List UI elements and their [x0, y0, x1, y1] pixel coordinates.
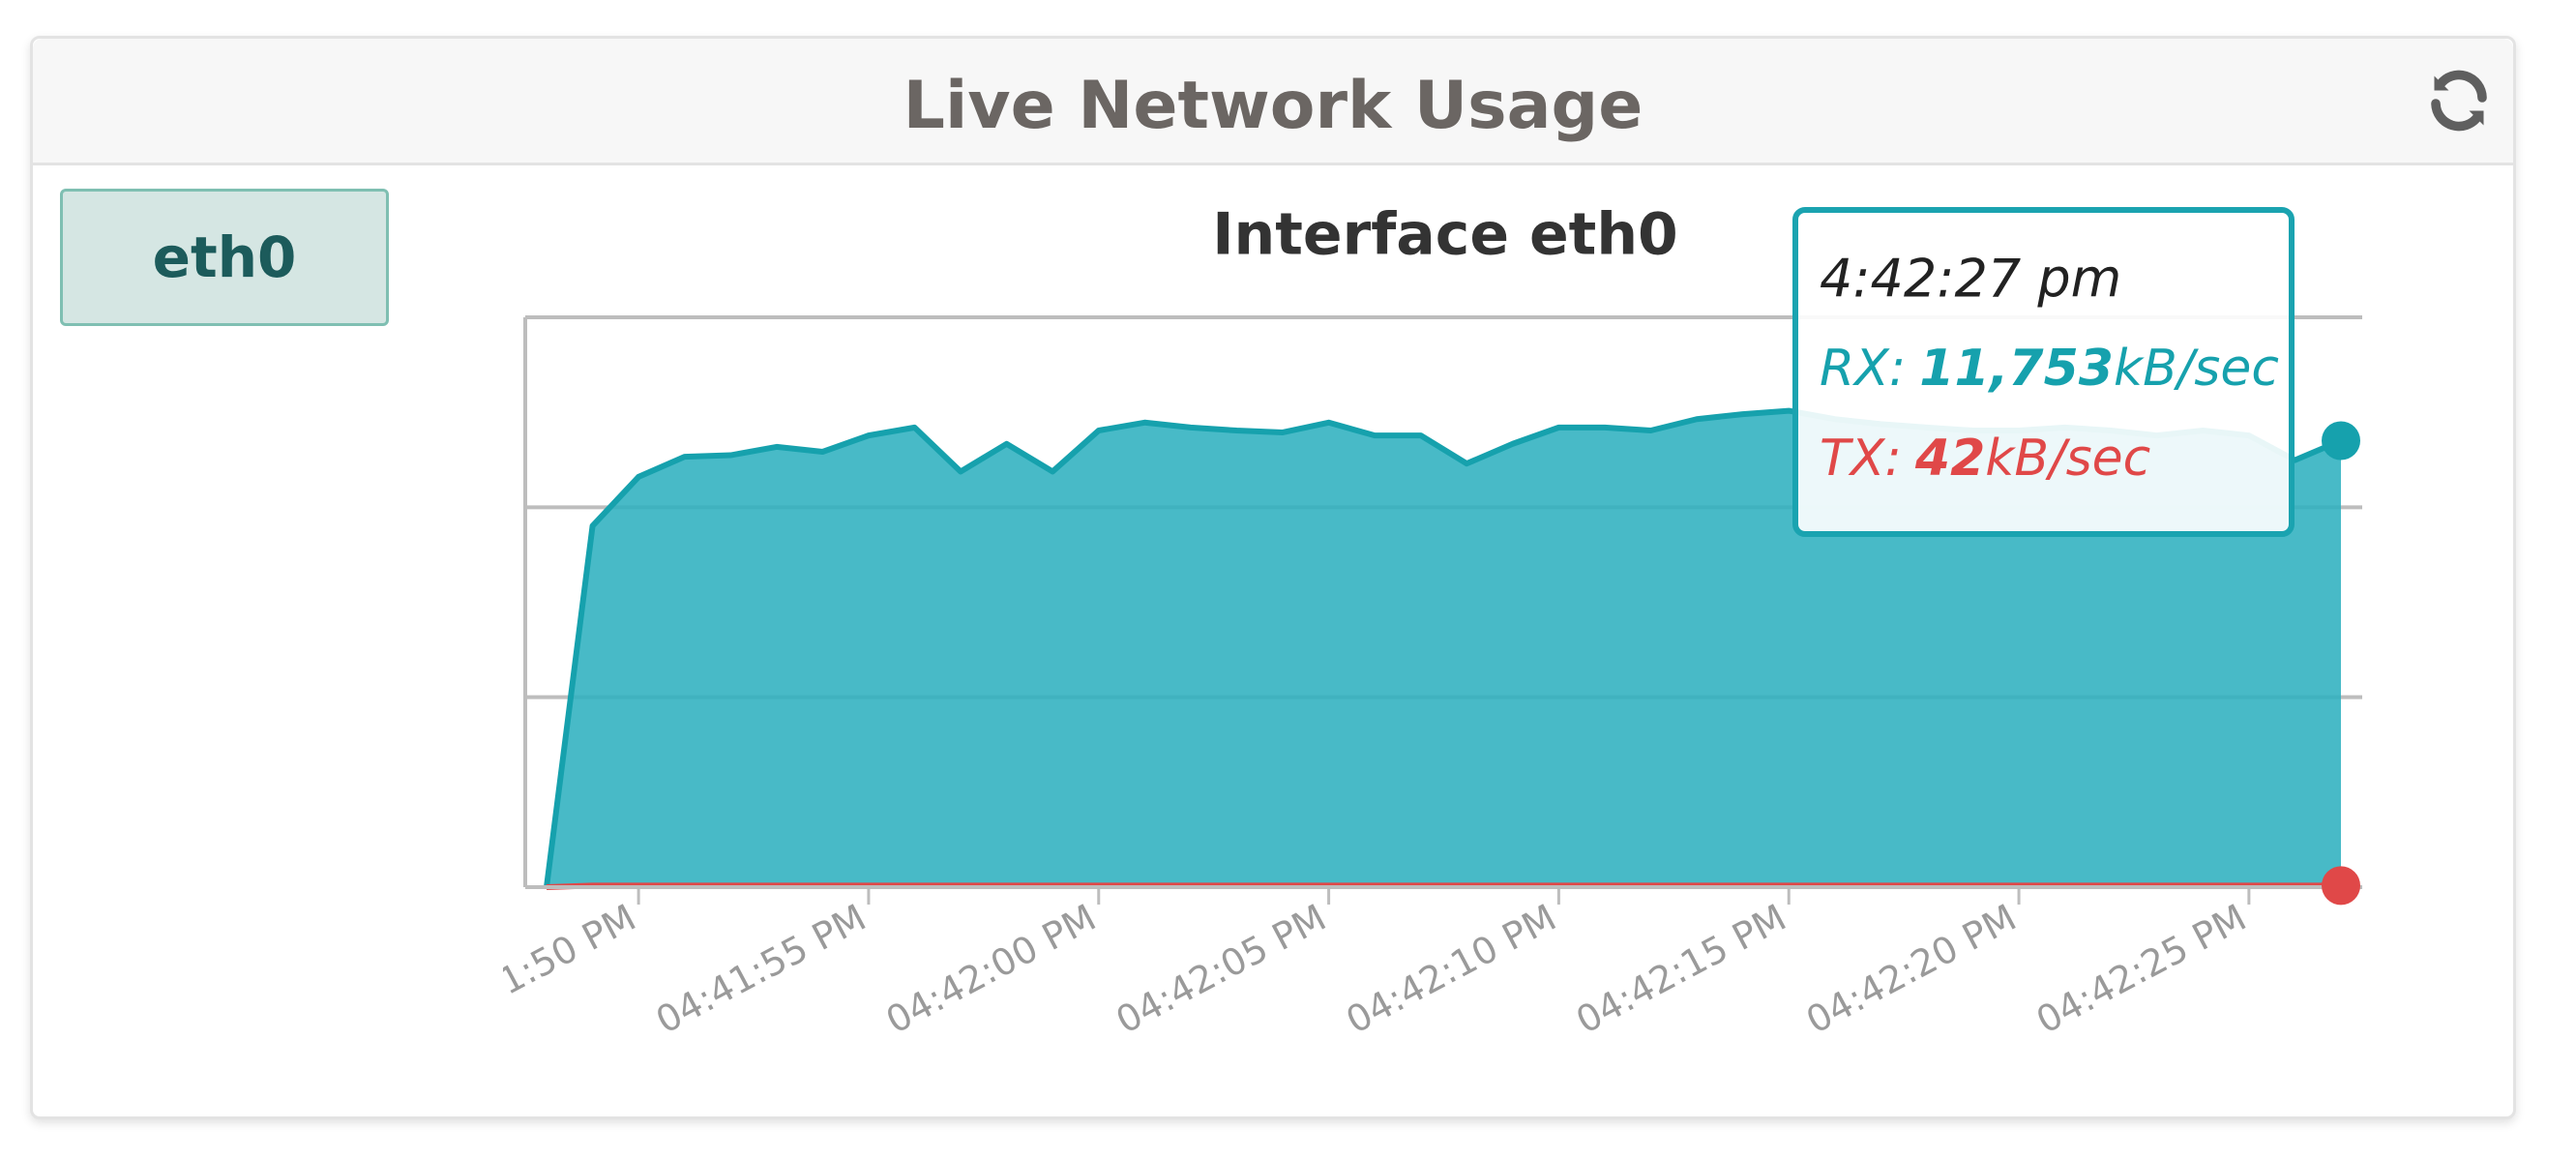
tooltip-box — [1792, 207, 2295, 537]
x-tick-label: 04:42:10 PM — [1339, 896, 1562, 1042]
x-axis-labels: 04:41:50 PM 04:41:55 PM 04:42:00 PM 04:42:0… — [419, 896, 2253, 1042]
tooltip-value: 42 — [1914, 430, 1985, 488]
x-tick-label: 04:41:55 PM — [649, 896, 873, 1042]
tooltip-row: TX: 42kB/sec — [1820, 430, 2150, 488]
x-tick-label: 04:41:50 PM — [419, 896, 642, 1042]
tooltip-unit: kB/sec — [2114, 340, 2279, 398]
tooltip-series-name: TX: — [1820, 430, 1902, 488]
tooltip-value: 11,753 — [1919, 340, 2114, 398]
panel-header: Live Network Usage — [33, 39, 2513, 165]
tooltip-series-name: RX: — [1820, 340, 1906, 398]
refresh-icon[interactable] — [2424, 66, 2494, 135]
hover-point — [2322, 421, 2360, 461]
tooltip-title: 4:42:27 pm — [1820, 249, 2121, 310]
chart-title: Interface eth0 — [1212, 201, 1678, 269]
hover-point — [2322, 866, 2360, 906]
panel-title: Live Network Usage — [903, 68, 1643, 144]
x-tick-label: 04:42:25 PM — [2029, 896, 2253, 1042]
x-tick-label: 04:42:15 PM — [1569, 896, 1792, 1042]
interface-button[interactable]: eth0 — [60, 189, 389, 326]
x-tick-label: 04:42:20 PM — [1799, 896, 2023, 1042]
tooltip-unit: kB/sec — [1985, 430, 2150, 488]
tooltip-row: RX: 11,753kB/sec — [1820, 340, 2279, 398]
x-tick-label: 04:42:00 PM — [879, 896, 1103, 1042]
x-tick-label: 04:42:05 PM — [1110, 896, 1333, 1042]
